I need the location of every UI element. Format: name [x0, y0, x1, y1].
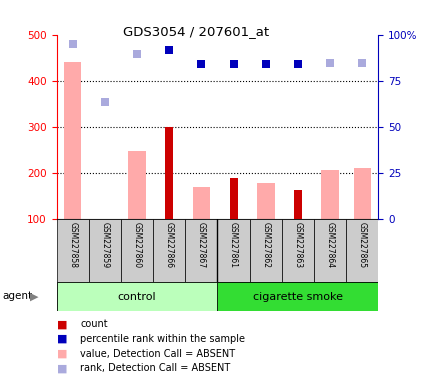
Text: percentile rank within the sample: percentile rank within the sample — [80, 334, 245, 344]
Text: GSM227860: GSM227860 — [132, 222, 141, 268]
Text: agent: agent — [2, 291, 32, 301]
Text: control: control — [118, 291, 156, 302]
Bar — [293, 190, 301, 219]
Text: cigarette smoke: cigarette smoke — [253, 291, 342, 302]
Text: GSM227865: GSM227865 — [357, 222, 366, 268]
Text: rank, Detection Call = ABSENT: rank, Detection Call = ABSENT — [80, 363, 230, 373]
Bar — [192, 187, 210, 219]
Bar — [229, 178, 237, 219]
Bar — [64, 62, 81, 219]
Bar — [345, 219, 378, 282]
Bar — [321, 170, 338, 219]
Text: GSM227866: GSM227866 — [164, 222, 173, 268]
Bar — [153, 219, 185, 282]
Bar — [217, 282, 378, 311]
Text: ■: ■ — [56, 363, 67, 373]
Bar — [56, 219, 89, 282]
Text: count: count — [80, 319, 108, 329]
Text: GSM227862: GSM227862 — [261, 222, 270, 268]
Bar — [165, 127, 173, 219]
Bar — [353, 168, 370, 219]
Text: GSM227864: GSM227864 — [325, 222, 334, 268]
Bar — [185, 219, 217, 282]
Bar — [56, 282, 217, 311]
Bar — [256, 183, 274, 219]
Bar — [89, 219, 121, 282]
Bar — [217, 219, 249, 282]
Bar — [249, 219, 281, 282]
Text: value, Detection Call = ABSENT: value, Detection Call = ABSENT — [80, 349, 235, 359]
Text: ▶: ▶ — [30, 291, 38, 301]
Text: GSM227863: GSM227863 — [293, 222, 302, 268]
Bar — [281, 219, 313, 282]
Text: ■: ■ — [56, 319, 67, 329]
Text: GSM227861: GSM227861 — [229, 222, 237, 268]
Bar — [128, 151, 145, 219]
Text: GSM227867: GSM227867 — [197, 222, 205, 268]
Bar — [313, 219, 345, 282]
Text: ■: ■ — [56, 349, 67, 359]
Text: GDS3054 / 207601_at: GDS3054 / 207601_at — [122, 25, 268, 38]
Bar — [121, 219, 153, 282]
Text: GSM227859: GSM227859 — [100, 222, 109, 268]
Text: ■: ■ — [56, 334, 67, 344]
Text: GSM227858: GSM227858 — [68, 222, 77, 268]
